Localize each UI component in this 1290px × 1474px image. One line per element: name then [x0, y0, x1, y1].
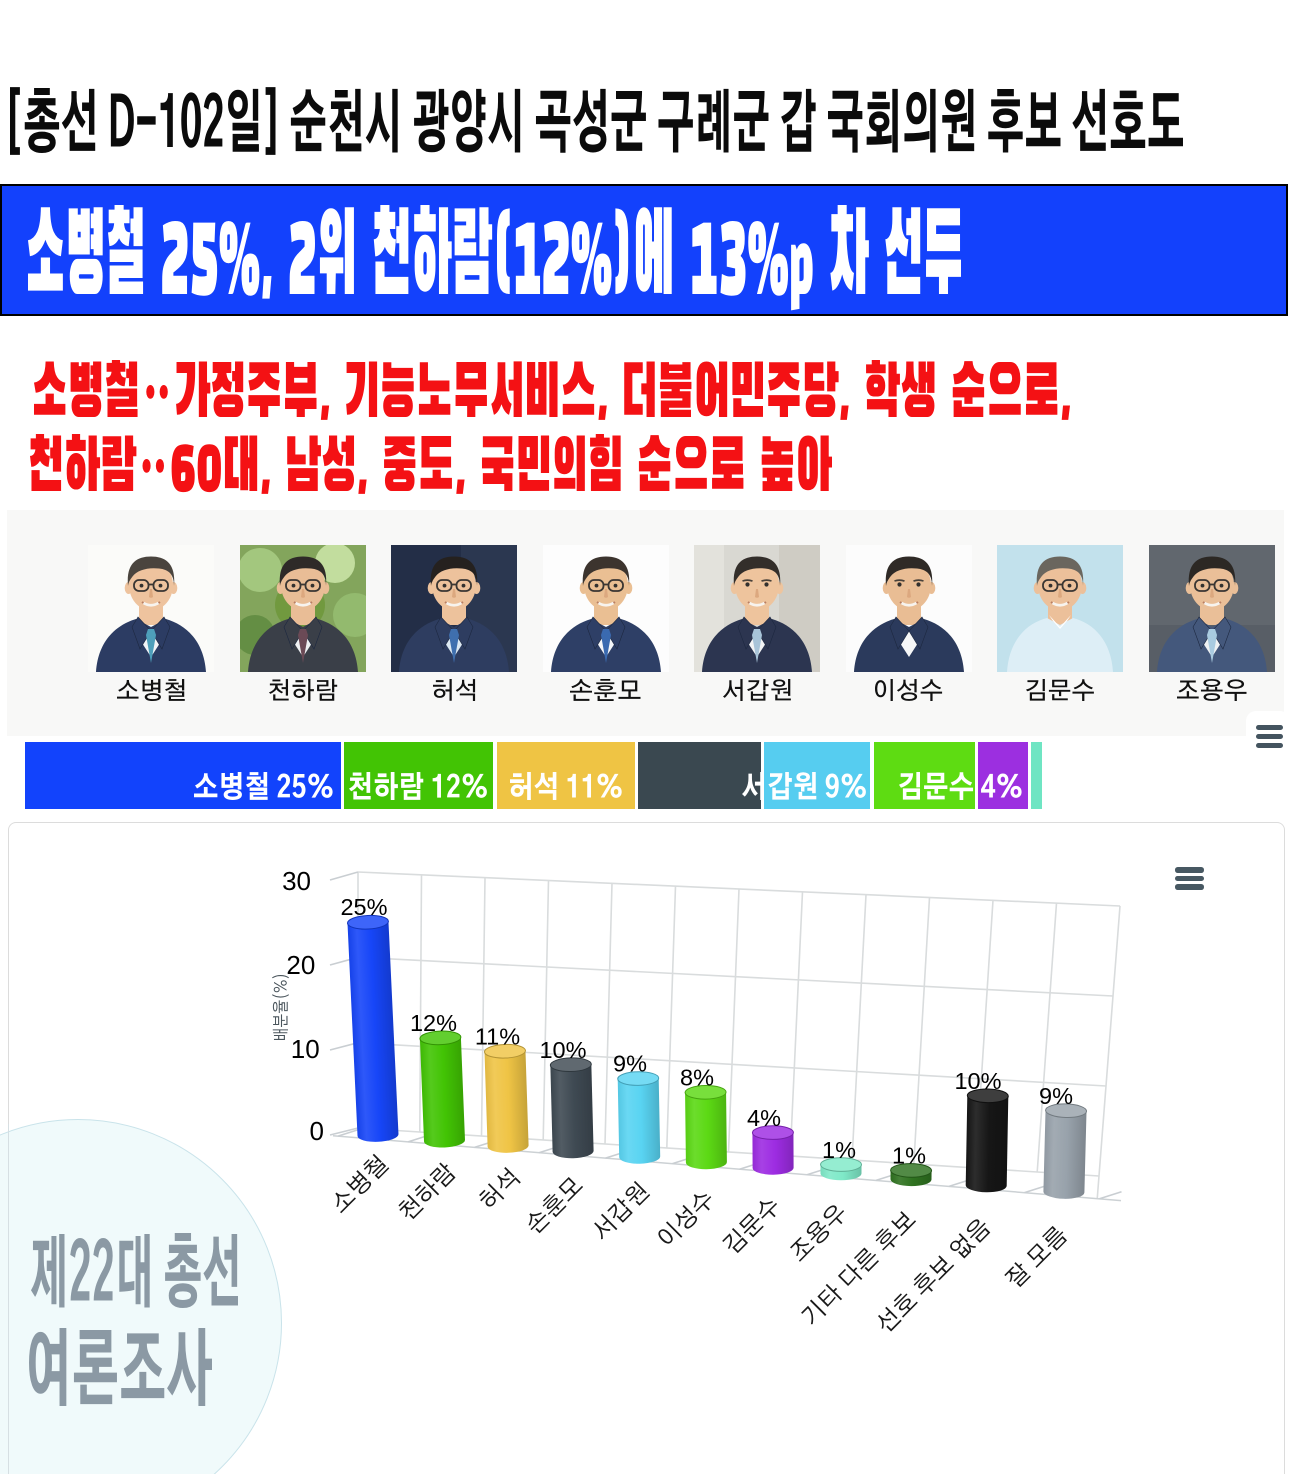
svg-text:10%: 10%	[954, 1068, 1001, 1094]
svg-text:1%: 1%	[892, 1143, 926, 1169]
svg-text:11%: 11%	[475, 1023, 520, 1049]
svg-text:12%: 12%	[410, 1010, 457, 1036]
svg-text:8%: 8%	[680, 1065, 714, 1091]
svg-text:10%: 10%	[539, 1037, 586, 1063]
svg-text:20: 20	[286, 950, 315, 980]
svg-text:1%: 1%	[822, 1137, 856, 1163]
svg-text:0: 0	[310, 1116, 324, 1146]
svg-text:25%: 25%	[340, 894, 387, 920]
svg-text:9%: 9%	[613, 1051, 647, 1077]
svg-text:4%: 4%	[747, 1105, 781, 1131]
svg-text:9%: 9%	[1039, 1083, 1073, 1109]
svg-text:30: 30	[282, 866, 311, 896]
svg-text:10: 10	[291, 1034, 320, 1064]
